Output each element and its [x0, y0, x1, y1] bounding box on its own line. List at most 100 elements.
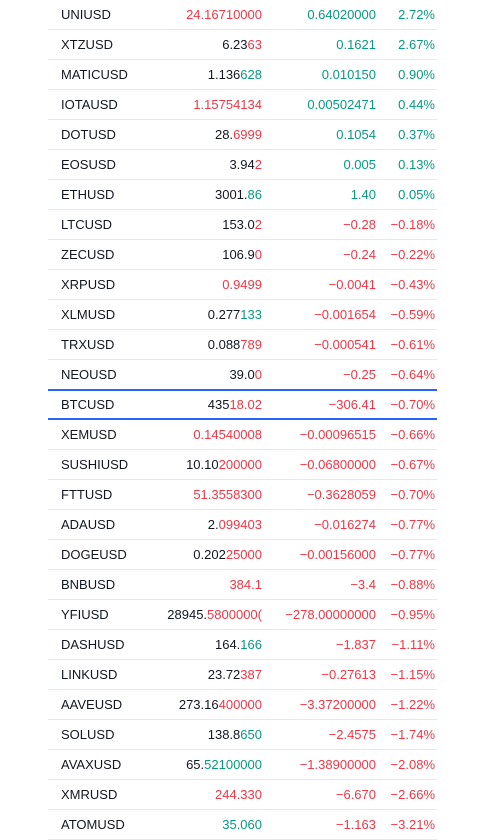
- change-percent: 0.13%: [398, 157, 435, 172]
- last-price-head: 2.: [207, 517, 219, 532]
- last-price-head: 10.10: [186, 457, 219, 472]
- symbol-label: LTCUSD: [61, 217, 113, 232]
- symbol-label: XMRUSD: [61, 787, 118, 802]
- last-price-head: 39.0: [229, 367, 255, 382]
- last-price-head: 6.23: [222, 37, 248, 52]
- watchlist-row[interactable]: AVAXUSD 65.52100000 −1.38900000 −2.08%: [48, 750, 437, 780]
- change-value: 0.1621: [336, 37, 376, 52]
- last-price-head: 273.16: [178, 697, 219, 712]
- last-price-tail: 0: [254, 247, 262, 262]
- watchlist-row[interactable]: XMRUSD 244.330 −6.670 −2.66%: [48, 780, 437, 810]
- watchlist-row[interactable]: ETHUSD 3001.86 1.40 0.05%: [48, 180, 437, 210]
- last-price-head: 435: [207, 397, 230, 412]
- change-value: −0.001654: [314, 307, 376, 322]
- watchlist-row[interactable]: XEMUSD 0.14540008 −0.00096515 −0.66%: [48, 420, 437, 450]
- last-price-tail: 2: [254, 157, 262, 172]
- symbol-label: MATICUSD: [61, 67, 128, 82]
- change-value: −0.00096515: [299, 427, 376, 442]
- change-value: 0.64020000: [307, 7, 376, 22]
- change-percent: 0.05%: [398, 187, 435, 202]
- last-price: 65.52100000: [122, 750, 262, 779]
- symbol-label: EOSUSD: [61, 157, 116, 172]
- last-price-tail: 400000: [218, 697, 262, 712]
- last-price: 106.90: [122, 240, 262, 269]
- last-price: 43518.02: [122, 391, 262, 418]
- last-price-head: 106.9: [222, 247, 255, 262]
- last-price-head: 3.94: [229, 157, 255, 172]
- last-price-tail: 2: [254, 217, 262, 232]
- change-percent: −1.74%: [390, 727, 435, 742]
- watchlist-row[interactable]: SOLUSD 138.8650 −2.4575 −1.74%: [48, 720, 437, 750]
- last-price: 28.6999: [122, 120, 262, 149]
- watchlist-row[interactable]: AAVEUSD 273.16400000 −3.37200000 −1.22%: [48, 690, 437, 720]
- watchlist-row[interactable]: FTTUSD 51.3558300 −0.3628059 −0.70%: [48, 480, 437, 510]
- watchlist-row[interactable]: BTCUSD 43518.02 −306.41 −0.70%: [48, 389, 437, 420]
- watchlist-row[interactable]: BNBUSD 384.1 −3.4 −0.88%: [48, 570, 437, 600]
- change-value: −0.27613: [321, 667, 376, 682]
- last-price-tail: 25000: [225, 547, 262, 562]
- symbol-label: NEOUSD: [61, 367, 117, 382]
- watchlist-row[interactable]: MATICUSD 1.136628 0.010150 0.90%: [48, 60, 437, 90]
- last-price-head: 1.15754134: [193, 97, 262, 112]
- change-percent: 0.37%: [398, 127, 435, 142]
- change-percent: −2.66%: [390, 787, 435, 802]
- watchlist-row[interactable]: XRPUSD 0.9499 −0.0041 −0.43%: [48, 270, 437, 300]
- change-percent: −2.08%: [390, 757, 435, 772]
- watchlist-row[interactable]: UNIUSD 24.16710000 0.64020000 2.72%: [48, 0, 437, 30]
- watchlist-row[interactable]: SUSHIUSD 10.10200000 −0.06800000 −0.67%: [48, 450, 437, 480]
- symbol-label: BNBUSD: [61, 577, 116, 592]
- last-price-head: 28.: [215, 127, 234, 142]
- change-percent: −0.61%: [390, 337, 435, 352]
- last-price-head: 1.136: [207, 67, 241, 82]
- watchlist-row[interactable]: NEOUSD 39.00 −0.25 −0.64%: [48, 360, 437, 390]
- last-price-head: 0.277: [207, 307, 241, 322]
- symbol-label: AAVEUSD: [61, 697, 123, 712]
- symbol-label: DOGEUSD: [61, 547, 127, 562]
- watchlist-row[interactable]: LINKUSD 23.72387 −0.27613 −1.15%: [48, 660, 437, 690]
- watchlist-row[interactable]: DOGEUSD 0.20225000 −0.00156000 −0.77%: [48, 540, 437, 570]
- watchlist-row[interactable]: ATOMUSD 35.060 −1.163 −3.21%: [48, 810, 437, 840]
- symbol-label: LINKUSD: [61, 667, 118, 682]
- change-value: 0.010150: [321, 67, 376, 82]
- watchlist-row[interactable]: DASHUSD 164.166 −1.837 −1.11%: [48, 630, 437, 660]
- last-price: 0.277133: [122, 300, 262, 329]
- last-price-tail: 789: [240, 337, 262, 352]
- symbol-label: FTTUSD: [61, 487, 113, 502]
- last-price: 10.10200000: [122, 450, 262, 479]
- watchlist-row[interactable]: IOTAUSD 1.15754134 0.00502471 0.44%: [48, 90, 437, 120]
- last-price-head: 153.0: [222, 217, 255, 232]
- last-price-tail: 63: [247, 37, 262, 52]
- last-price-tail: 133: [240, 307, 262, 322]
- watchlist-row[interactable]: YFIUSD 28945.5800000(−278.00000000 −0.95%: [48, 600, 437, 630]
- watchlist-row[interactable]: XTZUSD 6.2363 0.1621 2.67%: [48, 30, 437, 60]
- change-value: −2.4575: [328, 727, 376, 742]
- last-price: 6.2363: [122, 30, 262, 59]
- watchlist-row[interactable]: XLMUSD 0.277133 −0.001654 −0.59%: [48, 300, 437, 330]
- last-price: 28945.5800000(: [122, 600, 262, 629]
- change-percent: −0.77%: [390, 547, 435, 562]
- change-percent: −0.22%: [390, 247, 435, 262]
- last-price-head: 51.3558300: [193, 487, 262, 502]
- last-price-head: 28945.: [167, 607, 208, 622]
- watchlist-row[interactable]: TRXUSD 0.088789 −0.000541 −0.61%: [48, 330, 437, 360]
- change-percent: 2.72%: [398, 7, 435, 22]
- symbol-label: BTCUSD: [61, 397, 115, 412]
- change-value: −0.000541: [314, 337, 376, 352]
- watchlist-row[interactable]: LTCUSD 153.02 −0.28 −0.18%: [48, 210, 437, 240]
- change-percent: −0.59%: [390, 307, 435, 322]
- symbol-label: ZECUSD: [61, 247, 115, 262]
- change-percent: −0.95%: [390, 607, 435, 622]
- change-percent: −0.70%: [390, 397, 435, 412]
- change-percent: −1.11%: [391, 637, 436, 652]
- last-price: 0.088789: [122, 330, 262, 359]
- last-price: 3.942: [122, 150, 262, 179]
- watchlist-row[interactable]: ADAUSD 2.099403 −0.016274 −0.77%: [48, 510, 437, 540]
- watchlist-row[interactable]: DOTUSD 28.6999 0.1054 0.37%: [48, 120, 437, 150]
- watchlist-row[interactable]: ZECUSD 106.90 −0.24 −0.22%: [48, 240, 437, 270]
- last-price: 1.136628: [122, 60, 262, 89]
- last-price-head: 0.202: [193, 547, 226, 562]
- change-percent: −0.43%: [390, 277, 435, 292]
- change-value: −278.00000000: [285, 607, 376, 622]
- last-price-head: 35.060: [222, 817, 262, 832]
- watchlist-row[interactable]: EOSUSD 3.942 0.005 0.13%: [48, 150, 437, 180]
